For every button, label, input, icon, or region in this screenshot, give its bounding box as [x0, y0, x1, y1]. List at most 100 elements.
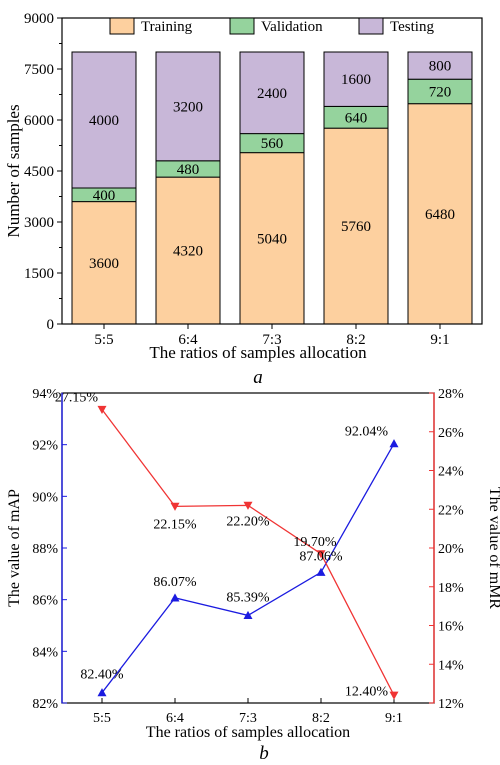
data-label-mmr: 12.40%: [345, 684, 389, 699]
left-y-tick-label: 84%: [32, 645, 58, 660]
bar-value-label: 560: [261, 136, 284, 152]
series-lines: [101, 409, 395, 696]
bar-testing-3: [323, 51, 389, 107]
data-label-map: 87.06%: [299, 549, 343, 564]
x-tick-label: 5:5: [93, 711, 111, 726]
legend: Training Validation Testing: [109, 17, 434, 35]
y-tick-label: 3000: [24, 215, 54, 231]
right-y-tick-label: 18%: [438, 581, 464, 596]
data-point-mmr: [97, 405, 107, 414]
bar-training-0: [71, 201, 137, 325]
bar-testing-2: [239, 51, 305, 135]
y-tick-label: 4500: [24, 164, 54, 180]
series-line-mmr: [101, 409, 395, 696]
left-y-axis-label: The value of mAP: [6, 489, 23, 607]
right-y-tick-label: 20%: [438, 542, 464, 557]
bar-testing-4: [407, 51, 473, 80]
bar-value-label: 400: [93, 188, 116, 204]
data-point-mmr: [243, 501, 253, 510]
bar-testing-1: [155, 51, 221, 162]
panel-label-a: a: [253, 367, 263, 388]
y-axis-ticks: 0 1500 3000 4500 6000 7500 9000: [24, 11, 62, 333]
x-tick-label: 8:2: [346, 332, 365, 348]
bar-value-label: 1600: [341, 72, 371, 88]
data-point-map: [97, 688, 107, 697]
right-y-tick-label: 22%: [438, 503, 464, 518]
x-tick-label: 7:3: [262, 332, 281, 348]
x-tick-label: 6:4: [166, 711, 184, 726]
bar-value-label: 5040: [257, 231, 287, 247]
left-y-axis-ticks: 82% 84% 86% 88% 90% 92% 94%: [32, 387, 67, 712]
legend-label-validation: Validation: [261, 19, 323, 35]
data-label-mmr: 27.15%: [55, 390, 99, 405]
data-label-map: 86.07%: [153, 575, 197, 590]
legend-swatch-training: [109, 17, 135, 35]
bar-validation-4: [407, 78, 473, 105]
bar-training-2: [239, 152, 305, 325]
data-label-mmr: 19.70%: [293, 535, 337, 550]
dual-axis-line-chart: 82% 84% 86% 88% 90% 92% 94% 12% 14% 16% 18% 20% 22%…: [6, 387, 500, 764]
y-axis-label: Number of samples: [4, 104, 23, 237]
right-y-tick-label: 24%: [438, 465, 464, 480]
data-point-mmr: [316, 550, 326, 559]
data-point-mmr: [389, 691, 399, 700]
left-y-tick-label: 90%: [32, 490, 58, 505]
x-tick-label: 5:5: [94, 332, 113, 348]
right-y-tick-label: 12%: [438, 697, 464, 712]
data-point-mmr: [170, 502, 180, 511]
x-tick-label: 8:2: [312, 711, 330, 726]
y-tick-label: 6000: [24, 113, 54, 129]
right-y-tick-label: 14%: [438, 658, 464, 673]
left-y-tick-label: 92%: [32, 439, 58, 454]
data-point-map: [243, 610, 253, 620]
bar-value-label: 720: [429, 84, 452, 100]
legend-swatch-validation: [229, 17, 255, 35]
series-points: [97, 405, 399, 700]
bar-value-label: 2400: [257, 86, 287, 102]
data-label-map: 85.39%: [226, 590, 270, 605]
bar-training-1: [155, 176, 221, 325]
data-label-mmr: 22.20%: [226, 514, 270, 529]
data-point-map: [170, 593, 180, 602]
right-y-tick-label: 16%: [438, 620, 464, 635]
legend-label-testing: Testing: [390, 19, 434, 35]
bars: [71, 51, 473, 325]
bar-value-label: 4320: [173, 244, 203, 260]
bar-labels: 3600 400 4000 4320 480 3200 5040 560 2400 5760 640…: [89, 59, 455, 272]
data-labels: 82.40% 86.07% 85.39% 87.06% 92.04% 27.15% 22.1…: [55, 390, 389, 699]
x-axis-label: The ratios of samples allocation: [149, 343, 367, 362]
left-y-tick-label: 94%: [32, 387, 58, 402]
legend-label-training: Training: [141, 19, 193, 35]
bar-value-label: 640: [345, 110, 368, 126]
x-tick-label: 6:4: [178, 332, 198, 348]
x-axis-label: The ratios of samples allocation: [146, 724, 350, 741]
data-point-map: [389, 439, 399, 448]
right-y-axis-ticks: 12% 14% 16% 18% 20% 22% 24% 26% 28%: [429, 387, 464, 712]
series-line-map: [101, 443, 395, 694]
right-y-tick-label: 28%: [438, 387, 464, 402]
x-tick-label: 7:3: [239, 711, 257, 726]
y-tick-label: 9000: [24, 11, 54, 27]
right-y-axis-label: The value of mMR: [486, 487, 500, 610]
y-tick-label: 1500: [24, 266, 54, 282]
stacked-bar-chart: 3600 400 4000 4320 480 3200 5040 560 2400 5760 640…: [4, 11, 483, 388]
bar-testing-0: [71, 51, 137, 189]
bar-value-label: 4000: [89, 113, 119, 129]
y-tick-label: 0: [47, 317, 55, 333]
panel-label-b: b: [259, 743, 269, 764]
left-y-tick-label: 82%: [32, 697, 58, 712]
left-y-tick-label: 86%: [32, 594, 58, 609]
x-axis-ticks: 5:5 6:4 7:3 8:2 9:1: [94, 324, 450, 348]
right-y-tick-label: 26%: [438, 426, 464, 441]
legend-swatch-testing: [358, 17, 384, 35]
y-tick-label: 7500: [24, 62, 54, 78]
bar-value-label: 3600: [89, 256, 119, 272]
bar-value-label: 800: [429, 59, 452, 75]
bar-value-label: 5760: [341, 219, 371, 235]
x-tick-label: 9:1: [430, 332, 449, 348]
left-y-tick-label: 88%: [32, 542, 58, 557]
x-axis-ticks: 5:5 6:4 7:3 8:2 9:1: [93, 698, 403, 726]
bar-value-label: 480: [177, 162, 200, 178]
bar-value-label: 6480: [425, 207, 455, 223]
